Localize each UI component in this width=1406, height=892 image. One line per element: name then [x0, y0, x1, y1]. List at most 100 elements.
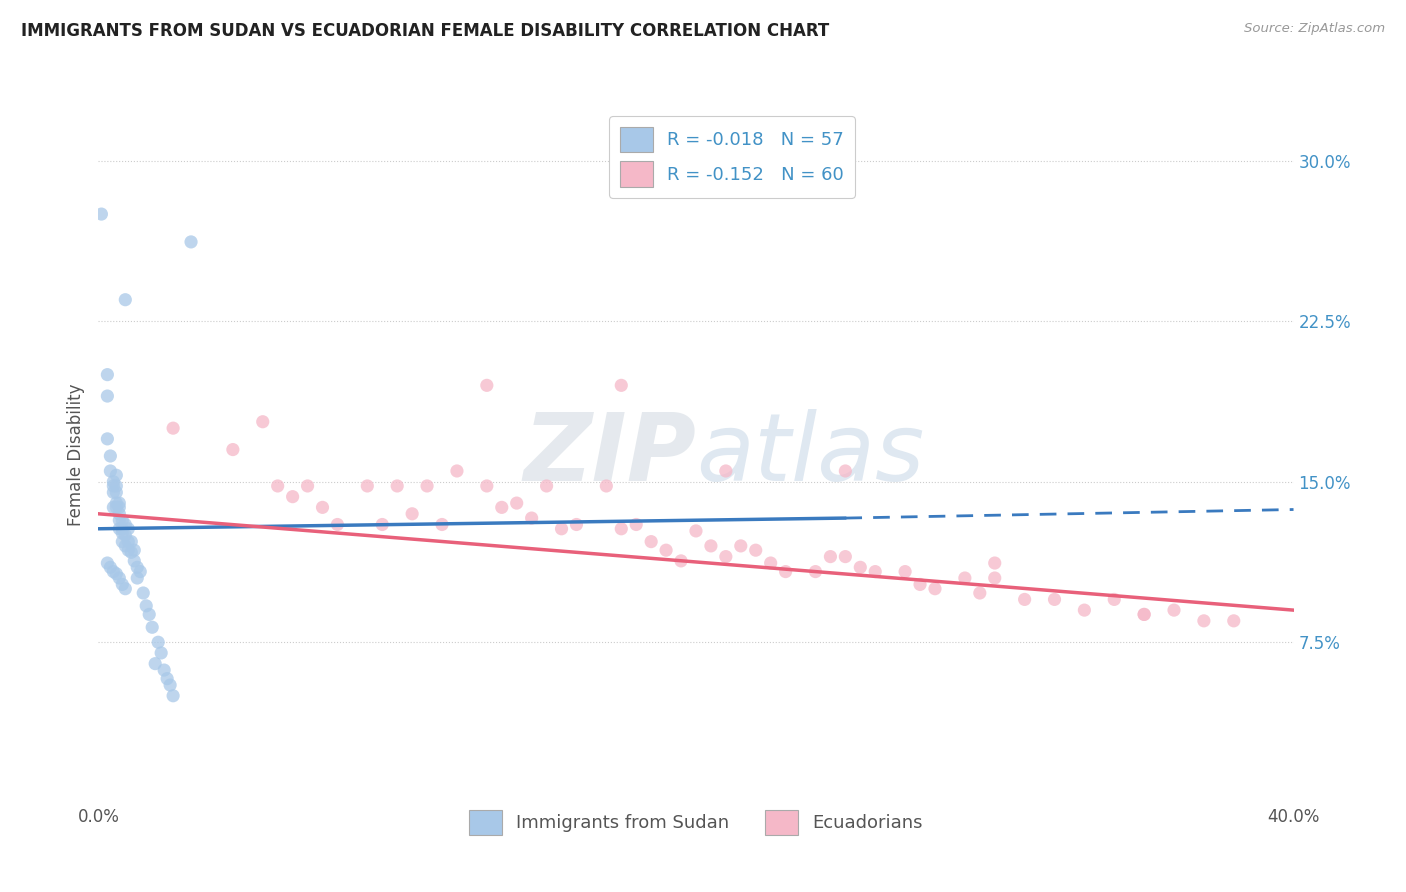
Point [1073, 603, 1095, 617]
Point [135, 599, 157, 613]
Point [108, 522, 131, 536]
Point [132, 586, 155, 600]
Point [96, 368, 118, 382]
Point [491, 500, 513, 515]
Point [111, 577, 134, 591]
Point [865, 565, 887, 579]
Point [138, 607, 160, 622]
Point [297, 479, 319, 493]
Point [475, 378, 498, 392]
Point [416, 479, 439, 493]
Point [156, 672, 179, 686]
Point [281, 490, 304, 504]
Point [908, 577, 931, 591]
Point [610, 522, 633, 536]
Point [114, 539, 136, 553]
Point [506, 496, 529, 510]
Point [1133, 607, 1156, 622]
Point [117, 522, 139, 536]
Text: atlas: atlas [696, 409, 924, 500]
Point [108, 513, 131, 527]
Point [655, 543, 678, 558]
Point [536, 479, 558, 493]
Point [105, 500, 128, 515]
Point [108, 500, 131, 515]
Point [804, 565, 827, 579]
Point [114, 517, 136, 532]
Point [834, 464, 856, 478]
Point [127, 560, 149, 574]
Point [730, 539, 752, 553]
Point [124, 554, 146, 568]
Point [105, 468, 128, 483]
Point [626, 517, 648, 532]
Point [105, 496, 128, 510]
Point [180, 235, 202, 249]
Point [984, 571, 1007, 585]
Point [595, 479, 617, 493]
Point [669, 554, 692, 568]
Point [103, 479, 125, 493]
Point [700, 539, 723, 553]
Point [1043, 592, 1066, 607]
Point [129, 565, 152, 579]
Point [267, 479, 290, 493]
Point [105, 566, 128, 581]
Point [108, 496, 131, 510]
Point [90, 207, 112, 221]
Point [162, 421, 184, 435]
Text: Source: ZipAtlas.com: Source: ZipAtlas.com [1244, 22, 1385, 36]
Point [775, 565, 797, 579]
Point [105, 485, 128, 500]
Point [820, 549, 842, 564]
Point [953, 571, 976, 585]
Point [371, 517, 394, 532]
Point [141, 620, 163, 634]
Point [111, 513, 134, 527]
Legend: Immigrants from Sudan, Ecuadorians: Immigrants from Sudan, Ecuadorians [463, 803, 929, 842]
Point [1223, 614, 1246, 628]
Point [148, 635, 170, 649]
Point [356, 479, 378, 493]
Text: IMMIGRANTS FROM SUDAN VS ECUADORIAN FEMALE DISABILITY CORRELATION CHART: IMMIGRANTS FROM SUDAN VS ECUADORIAN FEMA… [21, 22, 830, 40]
Point [114, 293, 136, 307]
Point [565, 517, 588, 532]
Point [114, 582, 136, 596]
Point [103, 485, 125, 500]
Point [1192, 614, 1215, 628]
Point [111, 534, 134, 549]
Point [385, 479, 409, 493]
Point [96, 432, 118, 446]
Point [475, 479, 498, 493]
Point [759, 556, 782, 570]
Point [103, 500, 125, 515]
Point [969, 586, 991, 600]
Point [117, 543, 139, 558]
Point [714, 464, 737, 478]
Point [430, 517, 453, 532]
Point [143, 657, 166, 671]
Point [150, 646, 173, 660]
Point [111, 522, 134, 536]
Point [1133, 607, 1156, 622]
Point [103, 475, 125, 489]
Y-axis label: Female Disability: Female Disability [66, 384, 84, 526]
Point [610, 378, 633, 392]
Point [120, 534, 142, 549]
Point [108, 507, 131, 521]
Point [108, 571, 131, 585]
Point [1163, 603, 1185, 617]
Point [745, 543, 768, 558]
Point [1014, 592, 1036, 607]
Point [114, 528, 136, 542]
Point [124, 543, 146, 558]
Point [849, 560, 872, 574]
Point [714, 549, 737, 564]
Point [98, 560, 122, 574]
Point [252, 415, 274, 429]
Point [98, 449, 122, 463]
Point [127, 571, 149, 585]
Point [222, 442, 245, 457]
Point [446, 464, 468, 478]
Point [96, 556, 118, 570]
